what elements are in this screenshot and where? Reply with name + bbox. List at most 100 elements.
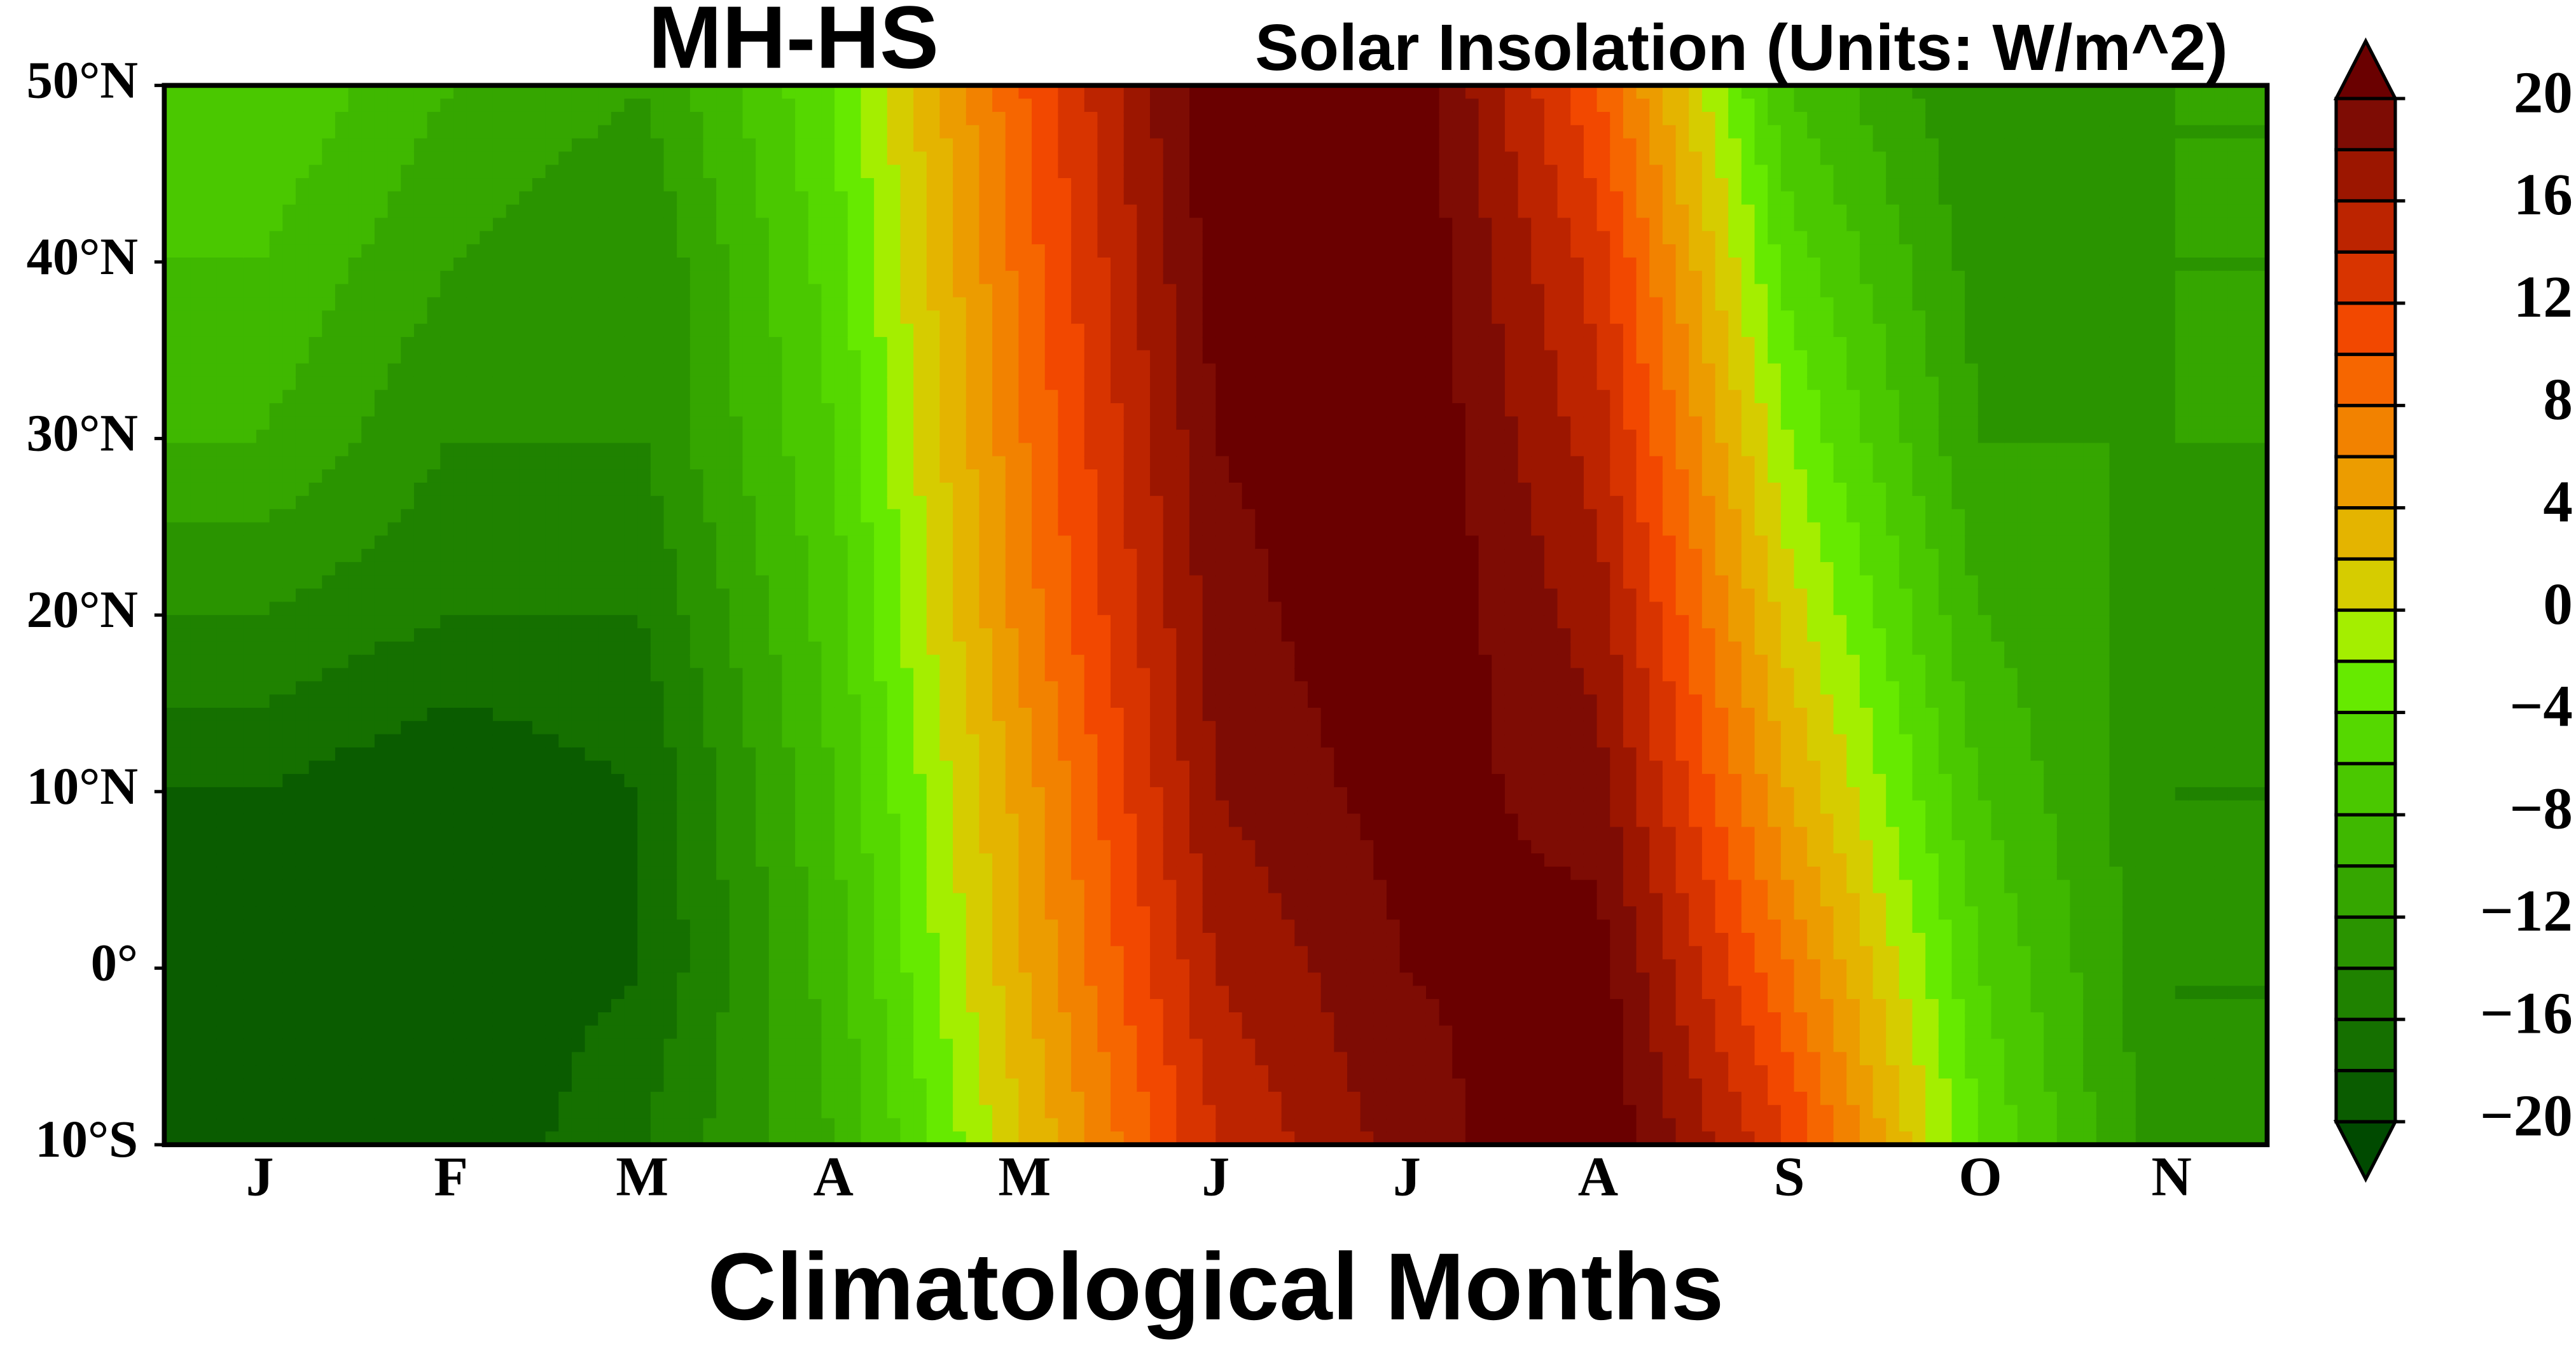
contour-cell	[453, 482, 468, 497]
contour-cell	[703, 787, 717, 802]
contour-cell	[808, 813, 823, 828]
contour-cell	[624, 151, 639, 166]
contour-cell	[545, 535, 560, 550]
contour-cell	[230, 363, 244, 378]
contour-cell	[492, 694, 508, 709]
contour-cell	[756, 456, 770, 471]
contour-cell	[230, 920, 244, 934]
contour-cell	[808, 1105, 823, 1120]
contour-cell	[190, 932, 205, 947]
contour-cell	[348, 946, 363, 961]
contour-cell	[558, 1091, 573, 1106]
contour-cell	[677, 191, 691, 206]
contour-cell	[768, 866, 784, 881]
contour-cell	[729, 813, 744, 828]
contour-cell	[519, 986, 534, 1000]
contour-cell	[216, 853, 232, 868]
contour-cell	[361, 482, 376, 497]
contour-cell	[966, 668, 980, 682]
contour-cell	[506, 813, 520, 828]
contour-cell	[637, 469, 652, 484]
contour-cell	[269, 588, 284, 603]
contour-cell	[926, 258, 941, 272]
contour-cell	[966, 258, 980, 272]
contour-cell	[492, 879, 508, 895]
contour-cell	[480, 125, 494, 140]
contour-cell	[401, 668, 415, 682]
contour-cell	[847, 456, 862, 471]
contour-cell	[742, 1038, 757, 1053]
contour-cell	[637, 336, 652, 352]
contour-cell	[427, 336, 441, 352]
contour-cell	[243, 1091, 258, 1106]
contour-cell	[847, 920, 862, 934]
contour-cell	[230, 681, 244, 696]
contour-cell	[453, 628, 468, 643]
contour-cell	[558, 1118, 573, 1133]
contour-cell	[742, 482, 757, 497]
contour-cell	[545, 1012, 560, 1027]
contour-cell	[374, 986, 389, 1000]
contour-cell	[308, 654, 323, 670]
contour-cell	[900, 350, 915, 365]
contour-cell	[387, 694, 402, 709]
contour-cell	[558, 827, 573, 841]
contour-cell	[874, 535, 889, 550]
contour-cell	[637, 151, 652, 166]
contour-cell	[585, 324, 599, 338]
contour-cell	[768, 959, 784, 974]
contour-cell	[650, 681, 665, 696]
contour-cell	[413, 151, 429, 166]
contour-cell	[243, 284, 258, 299]
contour-cell	[808, 893, 823, 907]
contour-cell	[427, 840, 441, 855]
contour-cell	[348, 720, 363, 736]
contour-cell	[558, 165, 573, 179]
contour-cell	[913, 429, 928, 444]
contour-cell	[939, 376, 954, 391]
contour-cell	[256, 588, 271, 603]
contour-cell	[689, 707, 705, 722]
contour-cell	[913, 720, 928, 736]
contour-cell	[979, 469, 994, 484]
contour-cell	[861, 602, 875, 616]
contour-cell	[689, 336, 705, 352]
contour-cell	[571, 588, 586, 603]
contour-cell	[874, 654, 889, 670]
contour-cell	[847, 151, 862, 166]
contour-cell	[624, 310, 639, 325]
contour-cell	[637, 1105, 652, 1120]
contour-cell	[361, 416, 376, 431]
contour-cell	[874, 258, 889, 272]
contour-cell	[756, 959, 770, 974]
contour-cell	[861, 787, 875, 802]
contour-cell	[966, 1025, 980, 1040]
contour-cell	[532, 443, 547, 457]
contour-cell	[821, 535, 836, 550]
contour-cell	[861, 840, 875, 855]
contour-cell	[571, 920, 586, 934]
contour-cell	[953, 853, 967, 868]
contour-cell	[558, 681, 573, 696]
contour-cell	[492, 734, 508, 749]
contour-cell	[585, 204, 599, 219]
contour-cell	[506, 310, 520, 325]
contour-cell	[177, 853, 192, 868]
contour-cell	[361, 588, 376, 603]
contour-cell	[295, 893, 310, 907]
contour-cell	[308, 575, 323, 590]
contour-cell	[887, 602, 901, 616]
contour-cell	[295, 469, 310, 484]
contour-cell	[756, 641, 770, 656]
contour-cell	[663, 324, 678, 338]
contour-cell	[887, 800, 901, 815]
contour-cell	[861, 920, 875, 934]
contour-cell	[637, 1065, 652, 1080]
contour-cell	[308, 641, 323, 656]
contour-cell	[756, 906, 770, 921]
chart-subtitle: Solar Insolation (Units: W/m^2)	[1255, 10, 2228, 84]
contour-cell	[795, 827, 810, 841]
contour-cell	[413, 707, 429, 722]
contour-cell	[611, 549, 626, 563]
contour-cell	[164, 853, 179, 868]
